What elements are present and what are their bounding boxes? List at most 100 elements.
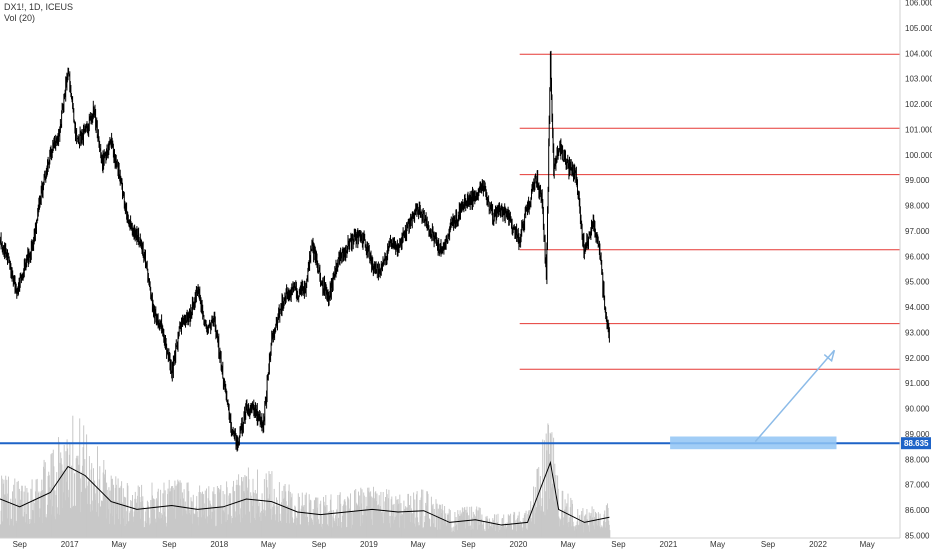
volume-bar (499, 529, 501, 538)
volume-bar (203, 494, 205, 538)
volume-bar (502, 523, 504, 538)
price-tag-label: 88.635 (904, 439, 929, 448)
volume-bar (592, 525, 594, 538)
volume-bar (488, 528, 490, 538)
volume-bar (97, 503, 99, 538)
volume-bar (109, 490, 111, 538)
volume-bar (535, 513, 537, 538)
volume-bar (498, 532, 499, 538)
volume-bar (339, 494, 341, 538)
symbol-legend[interactable]: DX1!, 1D, ICEUS (4, 2, 74, 12)
volume-legend[interactable]: Vol (20) (4, 13, 36, 23)
time-tick-label: May (860, 540, 875, 549)
volume-bar (146, 500, 148, 538)
volume-bar (224, 506, 226, 538)
volume-bar (498, 525, 500, 538)
volume-bar (366, 506, 368, 538)
time-axis[interactable]: Sep 2017 May Sep 2018 May Sep 2019 May Sep 2020 May… (0, 537, 900, 549)
volume-bar (128, 521, 130, 538)
volume-bar (277, 507, 279, 538)
volume-bar (542, 439, 544, 538)
horizontal-levels[interactable] (0, 53, 900, 445)
volume-bar (590, 513, 592, 538)
volume-bar (493, 519, 495, 538)
volume-bar (432, 503, 434, 538)
volume-bar (425, 505, 427, 538)
volume-bar (549, 498, 551, 538)
volume-bar (430, 496, 432, 538)
volume-bar (226, 487, 228, 538)
volume-bar (525, 521, 526, 538)
volume-bar (424, 522, 425, 538)
volume-bar (70, 507, 71, 538)
volume-bar (483, 521, 485, 538)
price-tick-label: 86.000 (905, 506, 930, 515)
volume-bar (570, 526, 572, 538)
volume-bar (483, 529, 485, 538)
volume-bar (58, 441, 60, 538)
volume-bar (18, 488, 20, 538)
volume-bar (568, 522, 570, 538)
volume-bar (163, 482, 165, 538)
volume-bar (230, 493, 232, 538)
volume-bar (141, 484, 143, 538)
volume-bar (540, 510, 542, 538)
volume-bar (99, 506, 101, 538)
volume-bar (197, 517, 199, 538)
price-axis[interactable]: 85.000 86.000 87.000 88.000 89.000 90.000 91.0… (899, 0, 932, 541)
volume-bar (142, 496, 144, 538)
volume-bar (152, 495, 153, 538)
volume-bar (83, 425, 85, 538)
volume-bar (331, 516, 333, 538)
target-zone-layer[interactable] (670, 349, 837, 450)
volume-bar (95, 500, 97, 538)
volume-bar (61, 464, 63, 538)
volume-bar (420, 516, 421, 538)
volume-bar (257, 469, 258, 538)
volume-bar (136, 502, 137, 538)
volume-bar (87, 481, 89, 538)
time-tick-label: 2019 (360, 540, 378, 549)
volume-bar (220, 523, 222, 538)
volume-bar (445, 522, 447, 538)
volume-bar (264, 510, 266, 538)
volume-bar (176, 484, 178, 538)
volume-bar (386, 489, 388, 538)
volume-bar (527, 514, 529, 538)
volume-bar (84, 459, 86, 538)
volume-bar (578, 515, 580, 538)
volume-bar (597, 521, 599, 538)
volume-bar (494, 514, 495, 538)
volume-bar (228, 493, 230, 538)
volume-bar (28, 524, 30, 538)
time-tick-label: May (410, 540, 425, 549)
volume-bar (119, 524, 121, 538)
volume-bar (257, 499, 259, 538)
volume-bar (154, 518, 156, 538)
volume-bar (26, 488, 28, 538)
volume-bar (494, 530, 496, 538)
volume-bar (161, 514, 163, 538)
time-tick-label: 2022 (809, 540, 827, 549)
volume-bar (284, 497, 285, 538)
price-tick-label: 102.000 (905, 100, 932, 109)
volume-bar (152, 498, 154, 538)
volume-bar (471, 528, 473, 538)
volume-bar (449, 510, 451, 538)
volume-bar (349, 508, 351, 538)
volume-bar (170, 488, 172, 538)
volume-bar (435, 499, 437, 538)
volume-bar (356, 503, 358, 538)
volume-bar (71, 465, 73, 538)
volume-bar (410, 508, 412, 538)
volume-bar (105, 469, 106, 538)
volume-bar (138, 507, 140, 538)
volume-bar (180, 482, 182, 538)
volume-bar (363, 492, 365, 538)
volume-bar (36, 478, 38, 538)
volume-bar (344, 501, 346, 538)
volume-bar (373, 500, 375, 538)
volume-bar (399, 494, 401, 538)
volume-bar (110, 475, 112, 538)
